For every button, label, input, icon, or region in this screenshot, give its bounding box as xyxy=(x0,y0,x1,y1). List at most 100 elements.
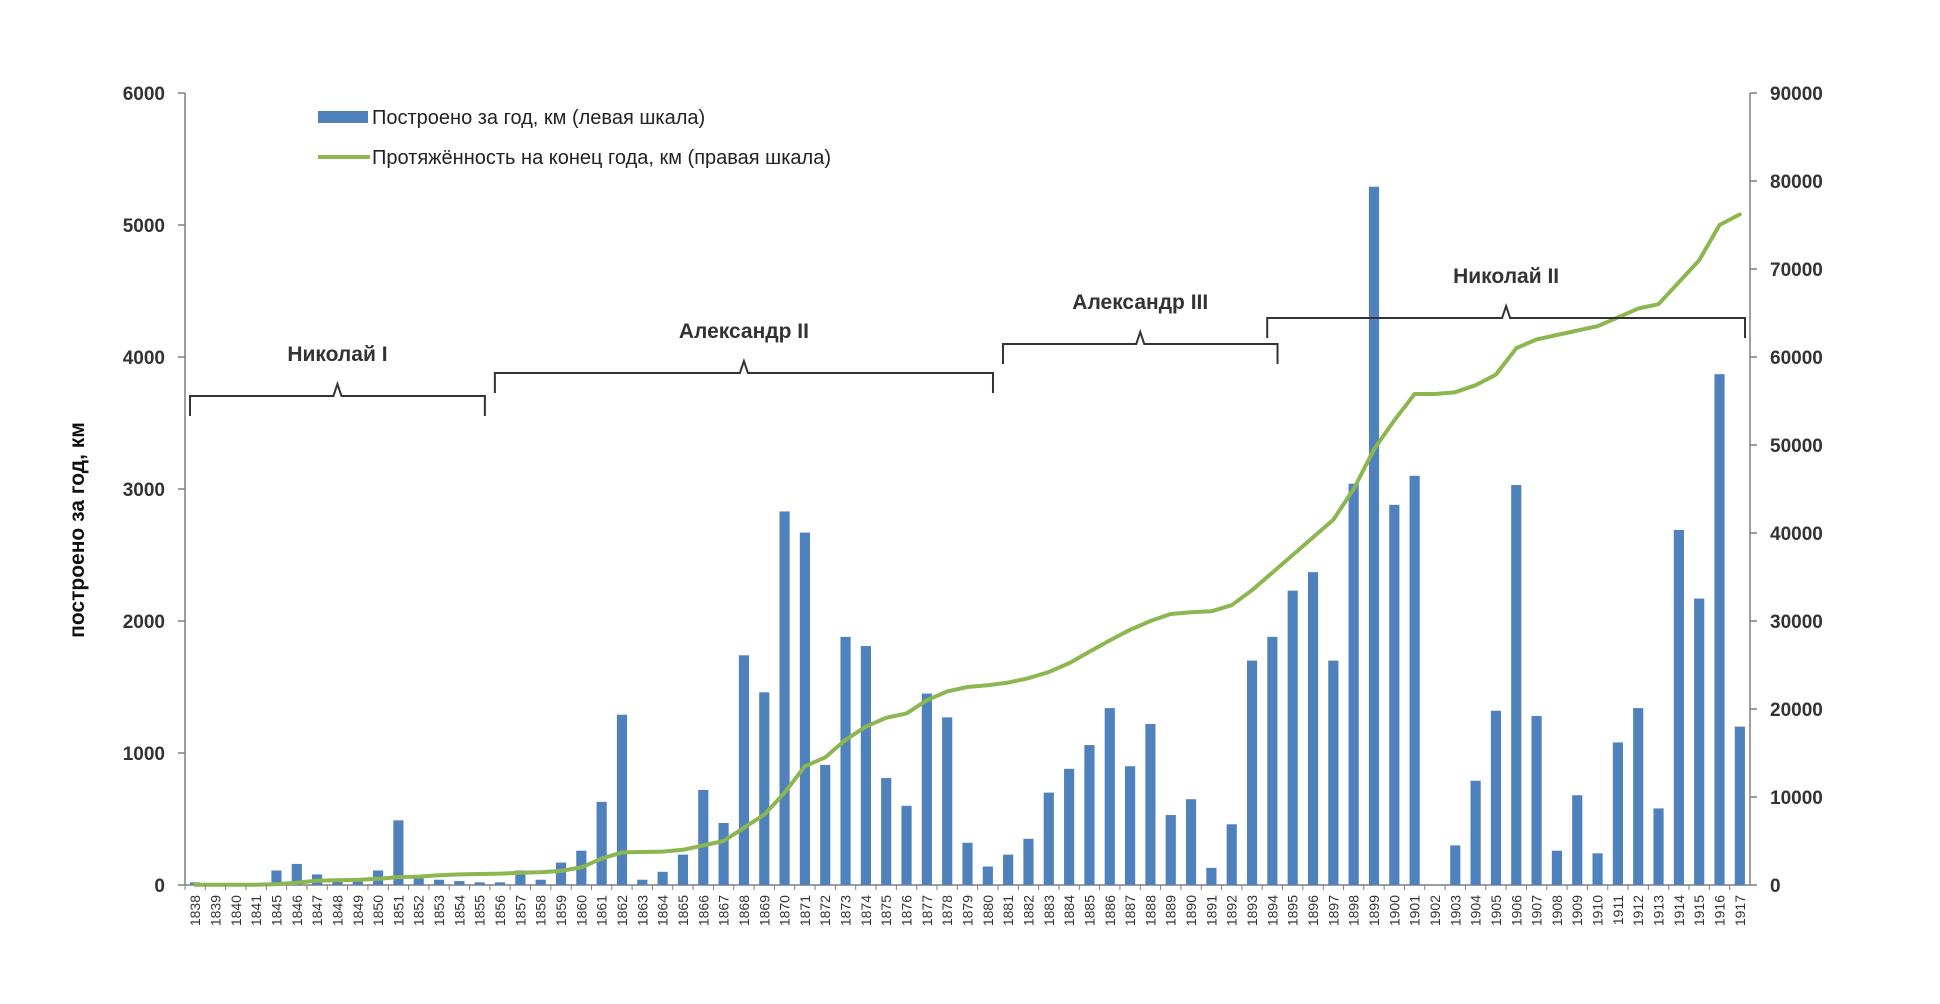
bar xyxy=(1084,745,1095,885)
x-tick-label: 1873 xyxy=(838,895,854,926)
x-tick-label: 1892 xyxy=(1224,895,1240,926)
x-tick-label: 1840 xyxy=(228,895,244,926)
x-tick-label: 1868 xyxy=(736,895,752,926)
bar xyxy=(698,789,709,885)
x-tick-label: 1876 xyxy=(899,895,915,926)
bar xyxy=(1145,723,1156,885)
bar xyxy=(413,877,424,885)
x-tick-label: 1910 xyxy=(1590,895,1606,926)
x-tick-label: 1870 xyxy=(777,895,793,926)
bar xyxy=(942,717,953,885)
x-tick-label: 1900 xyxy=(1386,895,1402,926)
bar xyxy=(454,881,465,885)
bar xyxy=(352,881,363,885)
bar xyxy=(1064,768,1075,885)
bar xyxy=(332,881,343,885)
reign-label: Александр II xyxy=(679,320,809,343)
x-tick-label: 1845 xyxy=(268,895,284,926)
bar xyxy=(1287,590,1298,885)
bar xyxy=(1633,708,1644,885)
bar xyxy=(1368,186,1380,886)
reign-annotations: Николай I Александр II Александр III Никола… xyxy=(189,265,1746,416)
x-tick-label: 1846 xyxy=(289,895,305,926)
reign-bracket xyxy=(1001,328,1279,364)
bar xyxy=(515,870,526,885)
x-tick-label: 1848 xyxy=(329,895,345,926)
bar xyxy=(1470,780,1481,885)
x-tick-label: 1871 xyxy=(797,895,813,926)
bar xyxy=(1511,485,1522,885)
left-tick-label: 4000 xyxy=(123,348,165,369)
right-tick-label: 80000 xyxy=(1770,172,1823,193)
x-tick-label: 1838 xyxy=(187,895,203,926)
x-tick-label: 1869 xyxy=(756,895,772,926)
bar xyxy=(1490,710,1502,885)
x-tick-label: 1881 xyxy=(1000,895,1016,926)
x-tick-label: 1903 xyxy=(1447,895,1463,926)
bar xyxy=(759,692,770,885)
x-tick-label: 1858 xyxy=(533,895,549,926)
x-tick-label: 1872 xyxy=(817,895,833,926)
x-tick-label: 1847 xyxy=(309,895,325,926)
bar xyxy=(1694,598,1705,885)
left-axis-title: построено за год, км xyxy=(66,422,89,638)
reign-bracket xyxy=(189,380,486,416)
bar xyxy=(1389,504,1400,885)
bar xyxy=(881,778,892,885)
bar xyxy=(393,820,404,885)
bar xyxy=(1185,799,1197,885)
x-tick-label: 1860 xyxy=(573,895,589,926)
x-tick-label: 1875 xyxy=(878,895,894,926)
bar xyxy=(1653,808,1664,885)
x-tick-label: 1885 xyxy=(1081,895,1097,926)
x-tick-label: 1884 xyxy=(1061,895,1077,926)
right-tick-label: 0 xyxy=(1770,876,1781,897)
legend: Построено за год, км (левая шкала) Протя… xyxy=(318,107,831,169)
bar xyxy=(840,636,851,885)
reign-label: Николай II xyxy=(1453,265,1559,288)
bar xyxy=(1043,792,1054,885)
bar xyxy=(1734,726,1745,885)
bar xyxy=(962,842,973,885)
bar xyxy=(1328,660,1339,885)
x-tick-label: 1899 xyxy=(1366,895,1382,926)
bar xyxy=(1125,766,1136,885)
x-tick-label: 1917 xyxy=(1732,895,1748,926)
bar xyxy=(1572,795,1583,885)
bar xyxy=(799,532,810,885)
x-tick-label: 1877 xyxy=(919,895,935,926)
reign-bracket xyxy=(493,357,994,393)
x-tick-label: 1867 xyxy=(716,895,732,926)
bar xyxy=(1246,660,1258,885)
x-tick-label: 1864 xyxy=(655,895,671,926)
bar xyxy=(616,714,628,885)
x-tick-label: 1852 xyxy=(411,895,427,926)
right-tick-label: 70000 xyxy=(1770,260,1823,281)
x-tick-label: 1915 xyxy=(1691,895,1707,926)
line-series xyxy=(193,212,1742,887)
bar xyxy=(474,882,485,885)
x-tick-label: 1856 xyxy=(492,895,508,926)
bar xyxy=(1673,529,1684,885)
x-tick-label: 1907 xyxy=(1529,895,1545,926)
x-tick-label: 1874 xyxy=(858,895,874,926)
x-tick-label: 1851 xyxy=(390,895,406,926)
bar xyxy=(860,646,871,885)
x-tick-labels: 1838 1839 1840 1841 1845 1846 1847 1848 1849 1850… xyxy=(184,885,1748,926)
x-tick-label: 1862 xyxy=(614,895,630,926)
x-tick-label: 1909 xyxy=(1569,895,1585,926)
bar xyxy=(1226,824,1237,885)
x-tick-label: 1866 xyxy=(695,895,711,926)
left-tick-label: 5000 xyxy=(123,216,165,237)
bar xyxy=(1307,572,1319,885)
x-tick-label: 1905 xyxy=(1488,895,1504,926)
bars-series xyxy=(190,186,1745,886)
bar xyxy=(657,871,668,885)
bar xyxy=(1592,853,1603,885)
x-tick-label: 1914 xyxy=(1671,895,1687,926)
x-tick-label: 1880 xyxy=(980,895,996,926)
x-tick-label: 1853 xyxy=(431,895,447,926)
legend-bar-label: Построено за год, км (левая шкала) xyxy=(372,107,705,129)
x-tick-label: 1902 xyxy=(1427,895,1443,926)
